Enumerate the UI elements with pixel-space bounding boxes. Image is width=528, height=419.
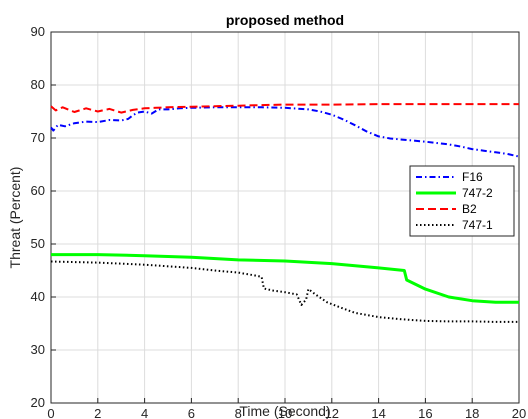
y-tick-label: 60	[31, 183, 45, 198]
legend-label: F16	[462, 170, 483, 184]
x-tick-label: 2	[94, 406, 101, 419]
x-tick-label: 18	[465, 406, 479, 419]
legend-label: B2	[462, 202, 477, 216]
y-tick-label: 40	[31, 289, 45, 304]
series-line-f16	[50, 106, 520, 158]
legend: F16 747-2 B2 747-1	[409, 165, 515, 237]
y-tick-label: 90	[31, 24, 45, 39]
y-tick-label: 80	[31, 77, 45, 92]
y-tick-label: 50	[31, 236, 45, 251]
legend-box	[409, 165, 515, 237]
x-axis-ticks: 0 2 4 6 8 10 12 14 16 18 20	[47, 398, 526, 419]
legend-label: 747-2	[462, 186, 493, 200]
chart-title: proposed method	[226, 12, 344, 28]
x-tick-label: 0	[47, 406, 54, 419]
x-tick-label: 4	[141, 406, 148, 419]
x-tick-label: 8	[235, 406, 242, 419]
x-tick-label: 12	[325, 406, 339, 419]
y-tick-label: 30	[31, 342, 45, 357]
series-line-747-2	[51, 253, 519, 304]
x-axis-label: Time (Second)	[239, 403, 330, 419]
legend-label: 747-1	[462, 218, 493, 232]
y-tick-label: 20	[31, 395, 45, 410]
y-axis-label: Threat (Percent)	[7, 167, 23, 269]
series-line-747-1	[50, 260, 519, 323]
y-tick-label: 70	[31, 130, 45, 145]
x-tick-label: 16	[418, 406, 432, 419]
x-tick-label: 10	[278, 406, 292, 419]
series-layer	[50, 103, 520, 323]
x-tick-label: 14	[371, 406, 385, 419]
x-tick-label: 20	[512, 406, 526, 419]
x-tick-label: 6	[188, 406, 195, 419]
y-axis-ticks: 20 30 40 50 60 70 80 90	[31, 24, 56, 410]
